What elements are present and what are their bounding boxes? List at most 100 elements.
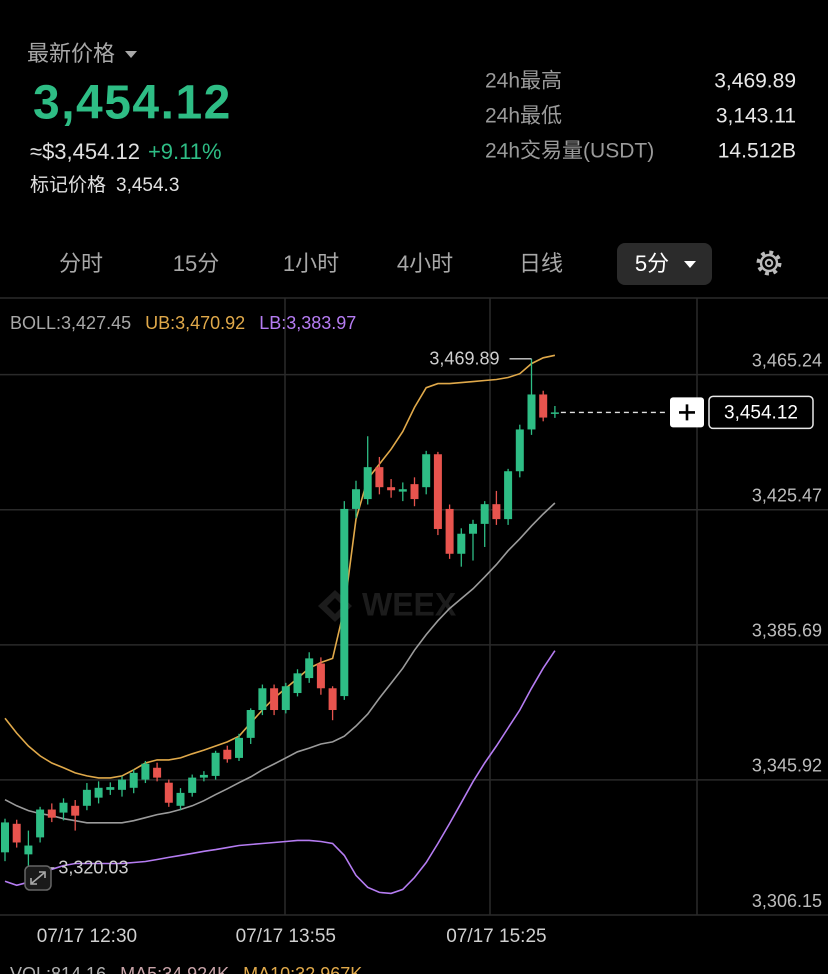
candle-body (457, 533, 466, 554)
max-marker-label: 3,469.89 (429, 349, 499, 369)
price-label[interactable]: 最新价格 (27, 41, 115, 66)
candle-body (480, 504, 489, 524)
candle-body (223, 749, 232, 760)
current-price-box (708, 395, 814, 430)
candle-body (1, 822, 9, 853)
stat-label: 24h最低 (485, 105, 562, 128)
settings-icon[interactable] (756, 250, 782, 276)
candle-body (515, 429, 524, 472)
candle-body (398, 489, 407, 492)
candle-body (188, 777, 197, 793)
y-tick-label: 3,385.69 (752, 621, 822, 641)
dropdown-arrow[interactable] (684, 261, 696, 268)
candle-body (176, 792, 185, 806)
candle-body (164, 782, 173, 803)
y-tick-label: 3,465.24 (752, 350, 822, 370)
volume-legend-entry: VOL:814.16 (10, 964, 106, 974)
candle-body (492, 504, 501, 520)
plot: 3,465.24 3,425.47 3,385.69 3,345.92 3,306.15… (0, 349, 828, 947)
tab[interactable]: 4小时 (397, 251, 453, 276)
volume-legend-entry: MA5:34,924K (120, 964, 229, 974)
interval-selector-box[interactable] (617, 243, 712, 285)
candle-body (375, 467, 384, 488)
volume-legend: VOL:814.16 MA5:34,924K MA10:32,967K (10, 964, 362, 974)
candle-body (235, 737, 243, 758)
last-price: 3,454.12 (33, 77, 232, 130)
boll-legend: BOLL:3,427.45 UB:3,470.92 LB:3,383.97 (10, 313, 356, 333)
mark-price: 3,454.3 (116, 175, 179, 196)
candle-body (340, 508, 349, 697)
candle-body (328, 688, 337, 711)
candle-body (211, 752, 220, 776)
tab[interactable]: 1小时 (283, 251, 339, 276)
candle-body (94, 787, 103, 798)
candle-body (71, 805, 80, 816)
candle-body (59, 802, 68, 813)
tab[interactable]: 15分 (173, 251, 219, 276)
gear-ring[interactable] (759, 253, 779, 273)
candle-body (422, 454, 431, 488)
candle-body (293, 673, 302, 694)
boll-line (4, 650, 556, 895)
tab[interactable]: 分时 (59, 251, 103, 276)
dropdown-arrow[interactable] (125, 51, 138, 58)
candle-body (24, 845, 33, 855)
candle-body (469, 523, 477, 534)
boll-line (4, 502, 556, 824)
candle-body (363, 467, 372, 500)
candle-body (12, 823, 21, 843)
x-tick-label: 07/17 12:30 (37, 926, 137, 947)
stat-value: 3,469.89 (714, 70, 796, 93)
watermark-text: WEEX (362, 586, 457, 622)
legend-entry: LB:3,383.97 (259, 313, 356, 333)
candle-body (246, 710, 255, 738)
stats: 24h最高 3,469.89 24h最低 3,143.11 24h交易量(USDT) 14… (485, 70, 796, 163)
candle-body (82, 789, 91, 806)
add-order-icon[interactable] (679, 404, 695, 421)
candle-body (106, 787, 115, 790)
candle-body (410, 484, 419, 500)
candle-body (153, 767, 162, 778)
candle-body (281, 686, 290, 711)
interval-tabs: 分时 15分 1小时 4小时 日线 (59, 251, 563, 276)
candle-body (305, 658, 314, 679)
candle-body (387, 487, 396, 491)
price-selector[interactable]: 最新价格 (27, 41, 138, 66)
candle-body (270, 688, 279, 711)
price-change: +9.11% (148, 139, 222, 164)
y-tick-label: 3,425.47 (752, 485, 822, 505)
fullscreen-icon[interactable] (30, 871, 46, 885)
candle-body (316, 663, 325, 689)
current-price-label: 3,454.12 (724, 402, 798, 423)
y-tick-label: 3,306.15 (752, 891, 822, 911)
legend-entry: BOLL:3,427.45 (10, 313, 131, 333)
candle-body (527, 394, 536, 430)
mark-label: 标记价格 (30, 174, 106, 196)
y-tick-label: 3,345.92 (752, 756, 822, 776)
volume-legend-entry: MA10:32,967K (243, 964, 362, 974)
usd-price: ≈$3,454.12 (30, 139, 140, 164)
gear-hub[interactable] (764, 258, 774, 268)
candle-body (539, 394, 548, 418)
candle-body (504, 471, 513, 520)
candle-body (352, 489, 360, 509)
candle-body (141, 763, 150, 780)
stat-label: 24h交易量(USDT) (485, 140, 654, 163)
candle-body (258, 688, 267, 711)
tab[interactable]: 日线 (519, 251, 563, 276)
min-marker-label: 3,320.03 (58, 858, 128, 878)
interval-selector[interactable]: 5分 (635, 251, 669, 276)
candle-body (199, 774, 208, 778)
candle-body (129, 772, 138, 788)
stat-value: 14.512B (718, 140, 796, 163)
legend-entry: UB:3,470.92 (145, 313, 245, 333)
boll-line (4, 354, 556, 779)
stat-label: 24h最高 (485, 70, 562, 93)
candle-body (47, 809, 56, 818)
x-tick-label: 07/17 15:25 (446, 926, 546, 947)
candle-body (118, 779, 126, 790)
gear-teeth[interactable] (756, 250, 782, 276)
x-tick-label: 07/17 13:55 (236, 926, 336, 947)
